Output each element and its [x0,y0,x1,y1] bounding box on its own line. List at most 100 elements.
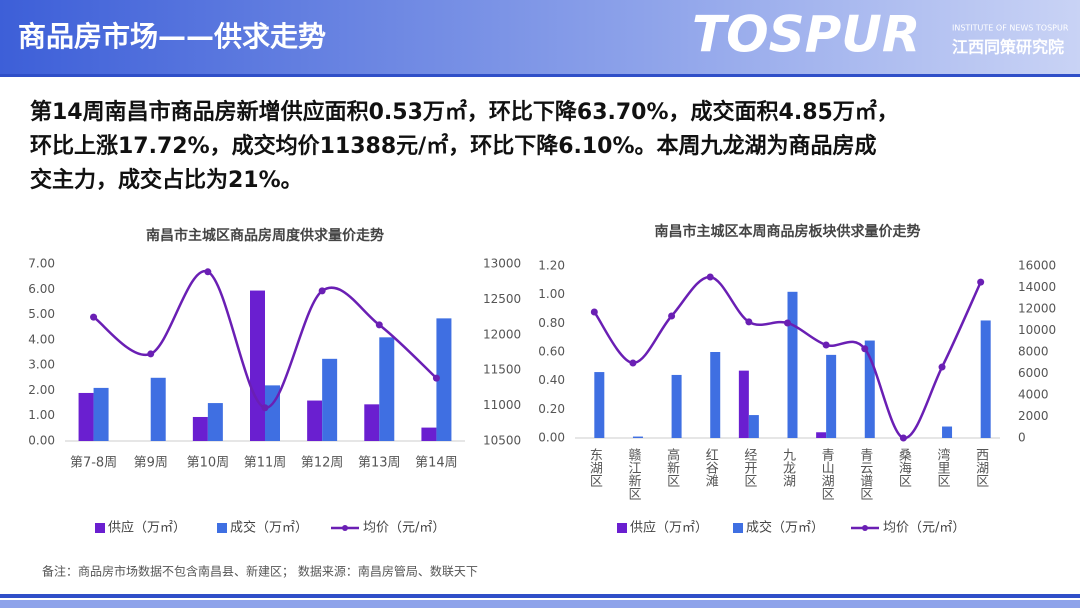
price-point [147,350,155,358]
bar [379,337,395,441]
bar [826,354,837,438]
legend-label: 供应（万㎡） [630,520,708,536]
price-point [668,312,676,320]
y-tick-label: 2.00 [28,383,55,397]
y2-tick-label: 16000 [1018,259,1056,273]
y-tick-label: 3.00 [28,358,55,372]
price-point [261,404,269,412]
x-tick-label: 西湖区 [973,448,989,487]
x-tick-label: 经开区 [741,448,757,487]
y-tick-label: 0.00 [28,434,55,448]
price-point [745,318,753,326]
bar [748,415,759,438]
y2-tick-label: 12000 [483,327,521,341]
y-tick-label: 4.00 [28,332,55,346]
header-band [0,0,1080,74]
y-tick-label: 0.60 [538,345,565,359]
y-tick-label: 1.00 [28,408,55,422]
chart-title: 南昌市主城区本周商品房板块供求量价走势 [655,223,921,240]
price-point [90,313,98,321]
price-point [706,273,714,281]
y2-tick-label: 10500 [483,434,521,448]
bar [207,403,223,441]
bar [942,426,953,438]
bar [364,404,380,441]
legend-swatch [342,525,348,531]
footer-band [0,600,1080,608]
x-tick-label: 九龙湖 [780,448,796,487]
bar [632,436,643,438]
bar [150,377,166,441]
bar [421,427,437,441]
bar [671,374,682,438]
legend-swatch [95,523,105,533]
bar [250,290,265,441]
y2-tick-label: 14000 [1018,280,1056,294]
price-point [590,308,598,316]
y2-tick-label: 8000 [1018,345,1049,359]
footer-rule [0,594,1080,598]
bar [787,291,798,438]
y-tick-label: 5.00 [28,307,55,321]
y-tick-label: 7.00 [28,257,55,271]
summary-line: 第14周南昌市商品房新增供应面积0.53万㎡，环比下降63.70%，成交面积4.… [30,99,899,125]
x-tick-label: 青云谱区 [857,448,873,500]
x-tick-label: 第11周 [244,456,287,471]
price-point [899,434,907,442]
x-tick-label: 第13周 [358,456,401,471]
y-tick-label: 0.80 [538,316,565,330]
y-tick-label: 0.40 [538,373,565,387]
bar [738,370,749,438]
logo: TOSPUR [692,6,920,64]
price-point [432,374,440,382]
price-point [938,363,946,371]
bar [864,340,875,438]
price-point [977,278,985,286]
y-tick-label: 1.00 [538,287,565,301]
bar [980,320,991,438]
y-tick-label: 6.00 [28,282,55,296]
price-point [318,287,326,295]
legend-swatch [617,523,627,533]
x-tick-label: 第12周 [301,456,344,471]
y2-tick-label: 10000 [1018,323,1056,337]
legend-label: 供应（万㎡） [108,520,186,536]
logo-subtitle: INSTITUTE OF NEWS TOSPUR [952,24,1069,33]
bar [307,400,323,441]
x-tick-label: 桑海区 [896,448,912,487]
bar [436,318,452,441]
y2-tick-label: 12000 [1018,302,1056,316]
x-tick-label: 第9周 [134,456,168,471]
legend-label: 成交（万㎡） [230,520,308,536]
bar [594,372,605,438]
x-tick-label: 第10周 [187,456,230,471]
legend-swatch [217,523,227,533]
x-tick-label: 红谷滩 [703,447,719,487]
legend-swatch [733,523,743,533]
x-tick-label: 赣江新区 [625,448,641,500]
y2-tick-label: 12500 [483,292,521,306]
y2-tick-label: 6000 [1018,366,1049,380]
x-tick-label: 东湖区 [587,448,603,487]
y2-tick-label: 2000 [1018,409,1049,423]
y2-tick-label: 11000 [483,398,521,412]
y-tick-label: 0.00 [538,431,565,445]
legend-swatch [862,525,868,531]
footnote: 备注：商品房市场数据不包含南昌县、新建区； 数据来源：南昌房管局、数联天下 [42,564,478,579]
price-point [822,341,830,349]
logo-org: 江西同策研究院 [952,38,1064,57]
summary-line: 交主力，成交占比为21%。 [30,167,303,193]
price-point [204,268,212,276]
legend-label: 成交（万㎡） [746,520,824,536]
y-tick-label: 0.20 [538,402,565,416]
legend-label: 均价（元/㎡） [883,521,965,536]
bar [322,358,338,441]
legend-label: 均价（元/㎡） [363,521,445,536]
header-rule [0,74,1080,77]
x-tick-label: 湾里区 [935,447,951,487]
x-tick-label: 高新区 [664,447,680,487]
bar [192,416,208,441]
header-title: 商品房市场——供求走势 [18,20,326,53]
